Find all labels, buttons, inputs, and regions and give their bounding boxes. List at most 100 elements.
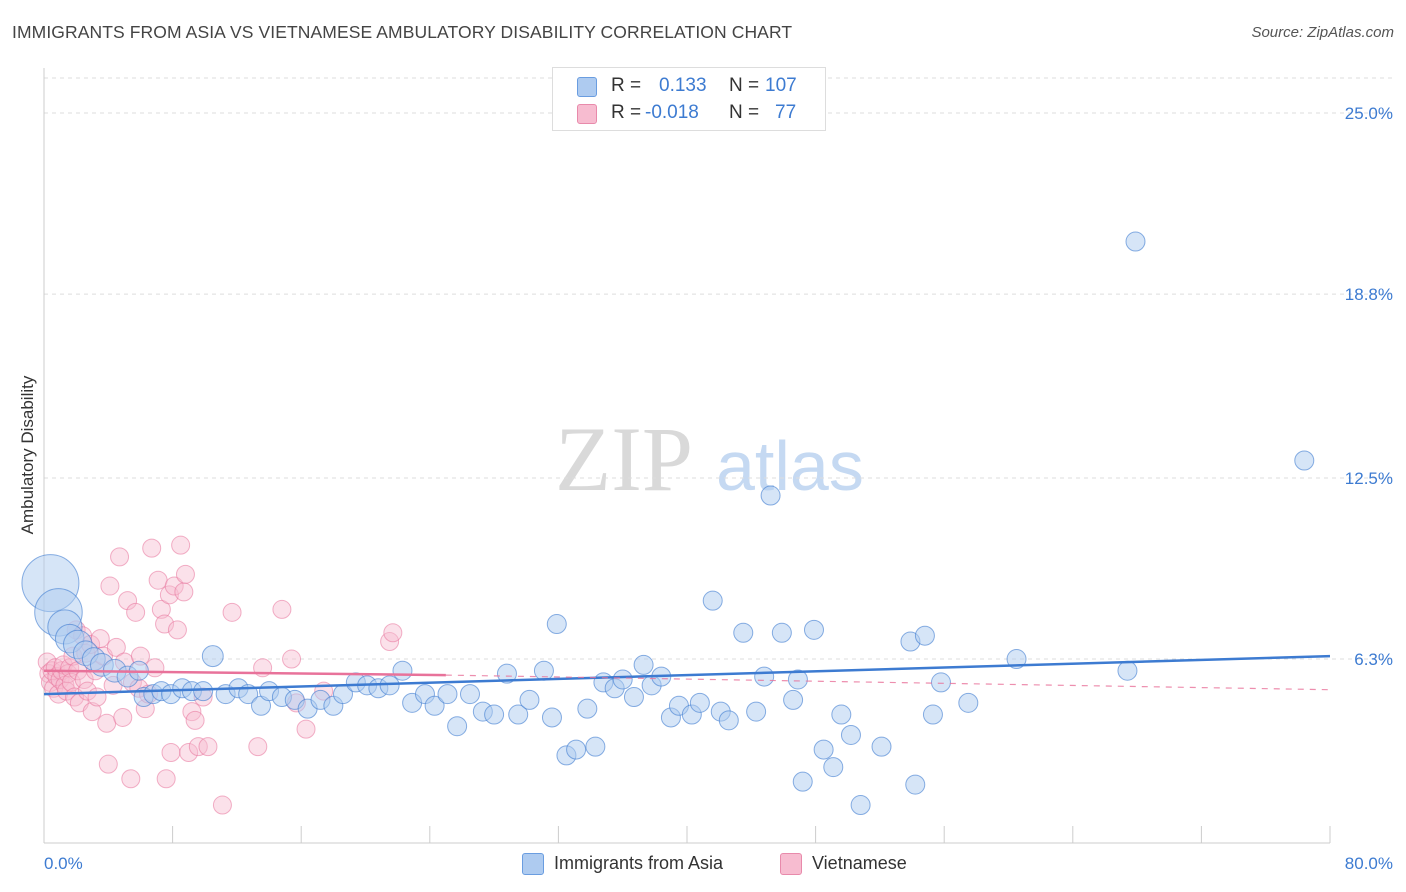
legend-swatch-vietnamese: [577, 104, 597, 124]
asia-point: [922, 704, 943, 725]
legend-r-label: R =: [611, 75, 642, 96]
vietnamese-point: [179, 742, 199, 762]
asia-point: [840, 724, 861, 745]
asia-point: [813, 739, 834, 760]
vietnamese-trend-line: [43, 669, 446, 677]
vietnamese-point: [151, 599, 171, 619]
y-tick-label: 18.8%: [1345, 285, 1393, 304]
asia-point: [447, 716, 468, 737]
asia-point: [754, 666, 775, 687]
legend-row-asia: R = 0.133 N = 107: [553, 74, 825, 100]
asia-trend-line: [43, 654, 1331, 696]
asia-point: [831, 704, 852, 725]
asia-point: [612, 669, 633, 690]
asia-point: [459, 684, 480, 705]
asia-point: [437, 684, 458, 705]
asia-point: [623, 687, 644, 708]
asia-point: [392, 660, 413, 681]
asia-point: [566, 739, 587, 760]
vietnamese-point: [87, 687, 107, 707]
asia-point: [546, 614, 567, 635]
legend-r-value: 0.133: [659, 75, 707, 96]
vietnamese-point: [161, 742, 181, 762]
vietnamese-point: [113, 707, 133, 727]
vietnamese-point: [156, 769, 176, 789]
vietnamese-point: [142, 538, 162, 558]
asia-point: [771, 622, 792, 643]
asia-point: [1117, 660, 1138, 681]
stats-legend: R = 0.133 N = 107 R = -0.018 N = 77: [552, 67, 826, 131]
vietnamese-point: [97, 713, 117, 733]
vietnamese-point: [296, 719, 316, 739]
asia-point: [1125, 231, 1146, 252]
watermark-atlas: atlas: [716, 427, 864, 505]
vietnamese-point: [145, 658, 165, 678]
asia-point: [787, 669, 808, 690]
vietnamese-point: [118, 591, 138, 611]
asia-point: [783, 689, 804, 710]
vietnamese-point: [82, 702, 102, 722]
y-tick-label: 25.0%: [1345, 104, 1393, 123]
y-tick-label: 12.5%: [1345, 469, 1393, 488]
vietnamese-point: [198, 737, 218, 757]
asia-point: [792, 771, 813, 792]
asia-point: [823, 757, 844, 778]
y-tick-label: 6.3%: [1354, 650, 1393, 669]
vietnamese-point: [188, 737, 208, 757]
vietnamese-point: [164, 576, 184, 596]
asia-point: [519, 689, 540, 710]
asia-point: [914, 625, 935, 646]
source-label: Source: ZipAtlas.com: [1251, 24, 1394, 41]
vietnamese-point: [155, 614, 175, 634]
asia-point: [702, 590, 723, 611]
x-tick-label: 0.0%: [44, 854, 83, 873]
bottom-legend-label-asia: Immigrants from Asia: [554, 853, 724, 873]
bottom-legend-swatch-asia: [522, 853, 544, 875]
vietnamese-point: [248, 737, 268, 757]
legend-row-vietnamese: R = -0.018 N = 77: [553, 101, 825, 127]
vietnamese-point: [100, 576, 120, 596]
vietnamese-point: [121, 769, 141, 789]
asia-point: [541, 707, 562, 728]
vietnamese-point: [383, 623, 403, 643]
legend-n-value: 77: [775, 102, 797, 123]
asia-point: [533, 660, 554, 681]
asia-point: [585, 736, 606, 757]
legend-n-value: 107: [765, 75, 797, 96]
bottom-legend-swatch-vietnamese: [780, 853, 802, 875]
asia-point: [803, 619, 824, 640]
vietnamese-point: [222, 602, 242, 622]
vietnamese-point: [126, 602, 146, 622]
asia-point: [496, 663, 517, 684]
vietnamese-point: [159, 585, 179, 605]
chart-title: IMMIGRANTS FROM ASIA VS VIETNAMESE AMBUL…: [12, 22, 793, 42]
watermark-zip: ZIP: [555, 408, 693, 510]
vietnamese-point: [98, 754, 118, 774]
vietnamese-point: [110, 547, 130, 567]
asia-point: [930, 672, 951, 693]
asia-point: [508, 704, 529, 725]
asia-point: [733, 622, 754, 643]
bottom-legend-label-vietnamese: Vietnamese: [812, 853, 907, 873]
vietnamese-point: [167, 620, 187, 640]
asia-point: [905, 774, 926, 795]
legend-swatch-asia: [577, 77, 597, 97]
legend-n-label: N =: [729, 102, 760, 123]
asia-point: [201, 645, 224, 668]
vietnamese-trend-extension: [445, 674, 1331, 691]
legend-n-label: N =: [729, 75, 760, 96]
vietnamese-point: [175, 564, 195, 584]
asia-point: [1006, 649, 1027, 670]
vietnamese-point: [106, 637, 126, 657]
vietnamese-point: [61, 672, 81, 692]
asia-point: [958, 692, 979, 713]
asia-point: [871, 736, 892, 757]
vietnamese-point: [272, 599, 292, 619]
legend-r-value: -0.018: [645, 102, 699, 123]
vietnamese-point: [282, 649, 302, 669]
asia-point: [633, 654, 654, 675]
asia-point: [193, 681, 214, 702]
asia-point: [1294, 450, 1315, 471]
vietnamese-point: [174, 582, 194, 602]
